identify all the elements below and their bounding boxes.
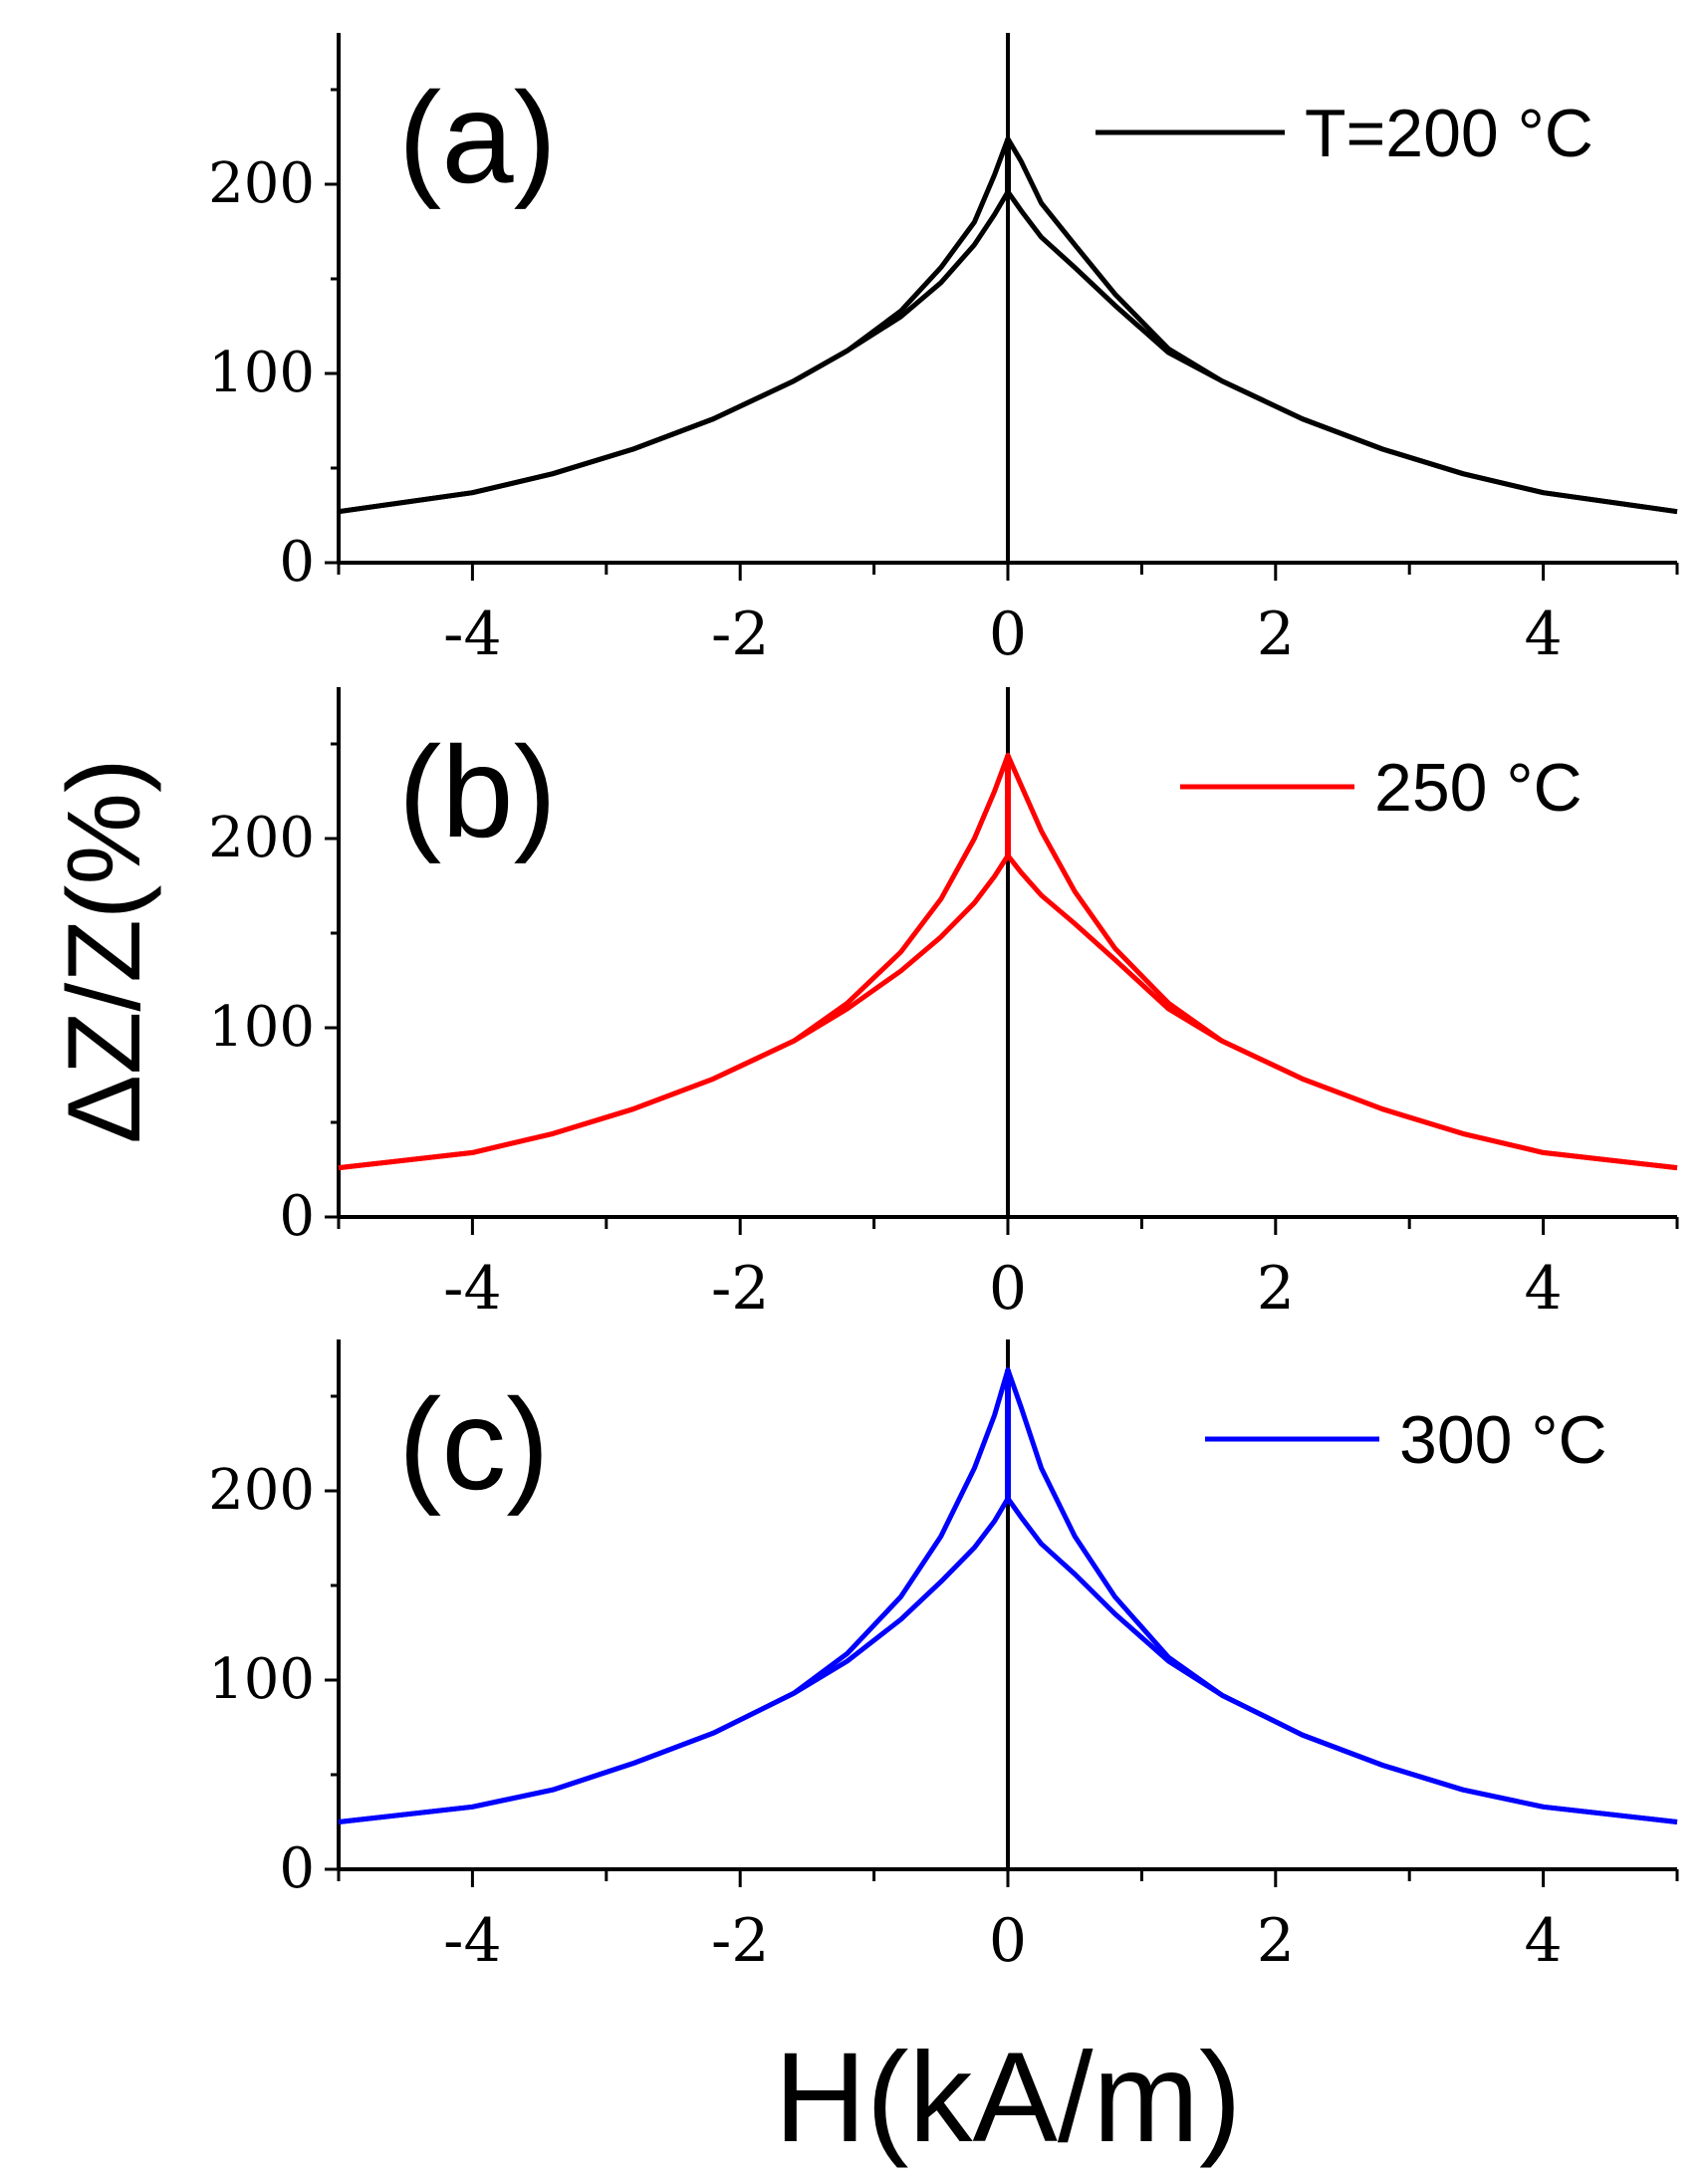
y-tick-label: 100 (208, 995, 315, 1060)
x-axis-label: H(kA/m) (774, 2027, 1241, 2169)
y-tick-label: 0 (279, 1836, 315, 1901)
x-tick-label: 4 (1525, 1906, 1563, 1976)
panel-2: 0 100 200 -4 -2 0 2 4 (b) 250 °C (208, 687, 1679, 1324)
x-tick-label: 0 (989, 600, 1027, 669)
legend-label: T=200 °C (1305, 96, 1593, 171)
panel-3: 0 100 200 -4 -2 0 2 4 (c) 300 °C (208, 1339, 1679, 1976)
x-tick-label: -2 (711, 1254, 769, 1324)
x-tick-label: -4 (443, 600, 501, 669)
y-tick-label: 100 (208, 341, 315, 405)
y-tick-label: 0 (279, 1184, 315, 1249)
legend-label: 300 °C (1399, 1402, 1607, 1478)
y-tick-label: 0 (279, 530, 315, 595)
x-tick-label: 0 (989, 1906, 1027, 1976)
y-axis-label: ΔZ/Z(%) (47, 758, 162, 1143)
x-tick-label: 2 (1257, 1254, 1295, 1324)
panel-label: (a) (398, 65, 557, 210)
x-tick-label: 4 (1525, 1254, 1563, 1324)
x-tick-label: -4 (443, 1254, 501, 1324)
x-tick-label: 2 (1257, 600, 1295, 669)
x-tick-label: 0 (989, 1254, 1027, 1324)
x-tick-label: -2 (711, 600, 769, 669)
x-tick-label: 2 (1257, 1906, 1295, 1976)
x-tick-label: -4 (443, 1906, 501, 1976)
panel-label: (b) (398, 719, 557, 864)
x-tick-label: -2 (711, 1906, 769, 1976)
x-tick-label: 4 (1525, 600, 1563, 669)
panel-1: 0 100 200 -4 -2 0 2 4 (a) T=200 °C (208, 33, 1679, 669)
panel-label: (c) (398, 1371, 550, 1517)
legend-label: 250 °C (1374, 750, 1583, 826)
y-tick-label: 200 (208, 1458, 315, 1523)
y-tick-label: 200 (208, 806, 315, 870)
y-tick-label: 100 (208, 1647, 315, 1712)
y-tick-label: 200 (208, 151, 315, 216)
